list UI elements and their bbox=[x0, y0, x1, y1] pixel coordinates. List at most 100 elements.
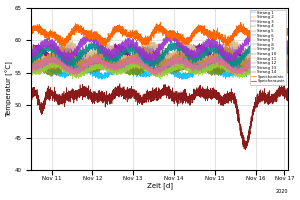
Strang 13 bbox=[286, 50, 290, 53]
Strang 5 bbox=[184, 66, 187, 68]
Strang 9 bbox=[184, 56, 187, 58]
Strang 12 bbox=[286, 61, 290, 63]
Strang 2 bbox=[76, 54, 80, 57]
Strang 7 bbox=[197, 52, 200, 54]
Speichereintr. bbox=[159, 21, 162, 23]
Strang 14 bbox=[65, 64, 68, 66]
Line: Strang 5: Strang 5 bbox=[31, 58, 288, 77]
Speicheraustr. bbox=[118, 82, 122, 85]
Strang 2 bbox=[36, 48, 40, 51]
Strang 12 bbox=[128, 62, 131, 64]
Strang 2 bbox=[128, 60, 131, 63]
Strang 3 bbox=[184, 64, 187, 66]
Strang 10 bbox=[241, 73, 244, 76]
Strang 6 bbox=[184, 50, 187, 52]
Strang 5 bbox=[49, 76, 53, 78]
Speicheraustr. bbox=[244, 148, 247, 151]
Strang 3 bbox=[241, 54, 244, 56]
Strang 4 bbox=[216, 72, 220, 75]
Strang 9 bbox=[76, 62, 80, 65]
Strang 7 bbox=[241, 51, 244, 54]
Strang 12 bbox=[184, 62, 187, 64]
X-axis label: Zeit [d]: Zeit [d] bbox=[147, 183, 173, 189]
Legend: Strang 1, Strang 2, Strang 3, Strang 4, Strang 5, Strang 6, Strang 7, Strang 8, : Strang 1, Strang 2, Strang 3, Strang 4, … bbox=[250, 10, 286, 85]
Strang 8 bbox=[221, 54, 225, 56]
Speicheraustr. bbox=[128, 93, 131, 95]
Strang 11 bbox=[286, 66, 290, 69]
Strang 4 bbox=[128, 62, 131, 65]
Speicheraustr. bbox=[221, 97, 225, 99]
Strang 11 bbox=[241, 74, 244, 76]
Strang 2 bbox=[29, 54, 33, 57]
Strang 1 bbox=[184, 73, 187, 76]
Speicheraustr. bbox=[184, 94, 187, 97]
Line: Strang 6: Strang 6 bbox=[31, 43, 288, 68]
Strang 11 bbox=[76, 72, 80, 74]
Strang 13 bbox=[197, 55, 200, 57]
Strang 2 bbox=[184, 64, 187, 66]
Strang 11 bbox=[136, 59, 140, 61]
Strang 14 bbox=[241, 48, 244, 51]
Strang 7 bbox=[286, 57, 290, 60]
Strang 7 bbox=[184, 49, 187, 51]
Speicheraustr. bbox=[29, 92, 33, 94]
Strang 1 bbox=[41, 61, 45, 63]
Strang 13 bbox=[76, 51, 80, 54]
Strang 11 bbox=[128, 63, 131, 65]
Speichereintr. bbox=[128, 35, 131, 37]
Speichereintr. bbox=[286, 35, 290, 38]
Strang 10 bbox=[286, 67, 290, 70]
Strang 14 bbox=[253, 30, 256, 32]
Strang 13 bbox=[221, 52, 225, 54]
Strang 5 bbox=[76, 61, 80, 64]
Strang 3 bbox=[277, 41, 280, 44]
Speicheraustr. bbox=[286, 92, 290, 94]
Strang 13 bbox=[29, 57, 33, 60]
Speicheraustr. bbox=[241, 139, 244, 142]
Line: Strang 10: Strang 10 bbox=[31, 56, 288, 77]
Strang 7 bbox=[29, 51, 33, 54]
Strang 5 bbox=[128, 70, 131, 72]
Strang 11 bbox=[197, 71, 200, 74]
Strang 10 bbox=[197, 68, 200, 71]
Strang 8 bbox=[128, 61, 131, 63]
Strang 11 bbox=[221, 65, 225, 68]
Strang 6 bbox=[221, 55, 225, 58]
Line: Strang 7: Strang 7 bbox=[31, 38, 288, 65]
Line: Strang 9: Strang 9 bbox=[31, 45, 288, 69]
Line: Strang 1: Strang 1 bbox=[31, 62, 288, 81]
Strang 7 bbox=[128, 61, 131, 63]
Strang 8 bbox=[286, 64, 290, 66]
Strang 6 bbox=[128, 60, 131, 62]
Strang 10 bbox=[244, 76, 248, 78]
Strang 13 bbox=[128, 49, 131, 51]
Strang 8 bbox=[148, 48, 151, 51]
Strang 3 bbox=[196, 50, 200, 52]
Strang 5 bbox=[197, 64, 200, 66]
Strang 12 bbox=[133, 54, 136, 56]
Strang 3 bbox=[221, 61, 225, 63]
Strang 5 bbox=[286, 70, 290, 72]
Strang 1 bbox=[128, 66, 131, 68]
Strang 4 bbox=[112, 51, 116, 53]
Strang 9 bbox=[241, 64, 244, 66]
Strang 4 bbox=[221, 68, 225, 71]
Strang 1 bbox=[266, 80, 270, 82]
Strang 5 bbox=[221, 69, 225, 72]
Strang 13 bbox=[152, 68, 155, 70]
Strang 8 bbox=[29, 61, 33, 63]
Strang 12 bbox=[241, 68, 244, 71]
Strang 10 bbox=[128, 63, 131, 66]
Strang 6 bbox=[241, 51, 244, 53]
Line: Strang 14: Strang 14 bbox=[31, 31, 288, 65]
Strang 14 bbox=[197, 54, 200, 57]
Strang 14 bbox=[286, 44, 290, 47]
Strang 14 bbox=[29, 51, 33, 53]
Strang 5 bbox=[275, 57, 279, 59]
Strang 8 bbox=[241, 62, 244, 64]
Strang 14 bbox=[184, 46, 187, 49]
Strang 9 bbox=[128, 58, 131, 61]
Line: Strang 4: Strang 4 bbox=[31, 52, 288, 74]
Line: Strang 13: Strang 13 bbox=[31, 41, 288, 69]
Strang 14 bbox=[128, 43, 131, 45]
